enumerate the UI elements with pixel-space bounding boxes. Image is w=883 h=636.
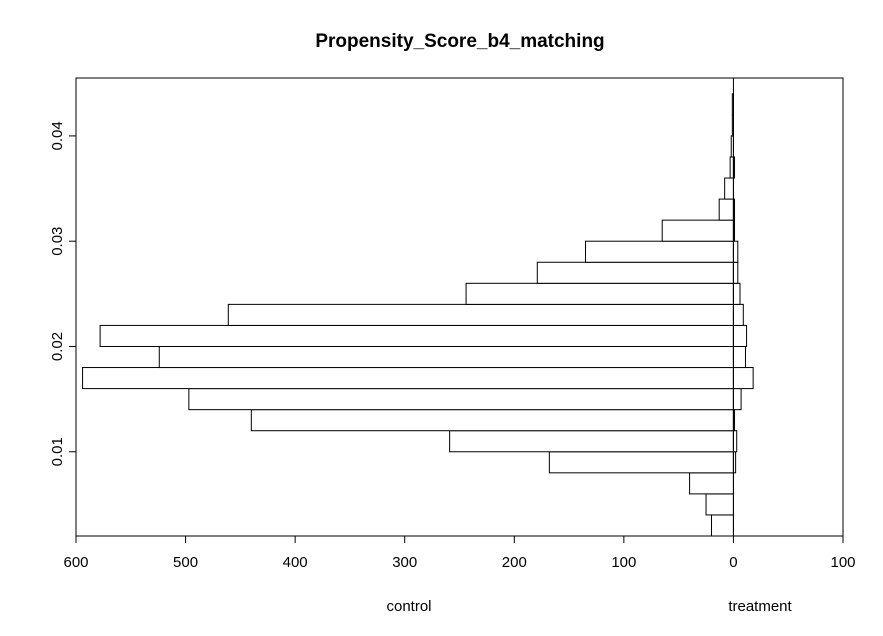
control-bar-2 — [689, 472, 734, 495]
y-axis: 0.01 0.02 0.03 0.04 — [49, 121, 76, 466]
control-bar-10 — [227, 303, 734, 326]
x-tick-label-6: 0 — [729, 554, 737, 571]
treatment-group-label: treatment — [728, 598, 792, 615]
control-bar-8 — [158, 345, 734, 369]
control-bar-13 — [585, 240, 734, 263]
treatment-bar-10 — [732, 303, 744, 326]
x-tick-label-0: 600 — [63, 554, 88, 571]
control-bar-1 — [705, 493, 734, 516]
treatment-bar-7 — [732, 367, 754, 390]
treatment-bar-12 — [732, 261, 739, 284]
control-bar-5 — [250, 409, 734, 432]
control-bar-11 — [465, 282, 734, 305]
control-bar-6 — [188, 388, 734, 411]
control-bar-0 — [711, 514, 734, 537]
x-tick-label-4: 200 — [502, 554, 527, 571]
control-bar-9 — [99, 324, 734, 347]
x-tick-label-5: 100 — [611, 554, 636, 571]
treatment-bar-8 — [732, 345, 746, 369]
treatment-bar-9 — [732, 324, 748, 347]
control-bar-15 — [718, 198, 734, 221]
control-group-label: control — [386, 598, 431, 615]
y-tick-label-2: 0.03 — [49, 227, 66, 256]
plot-frame — [75, 77, 844, 537]
treatment-bar-11 — [732, 282, 741, 305]
control-bar-7 — [82, 367, 734, 390]
x-axis: 600 500 400 300 200 100 0 100 — [63, 536, 856, 571]
x-tick-label-3: 300 — [392, 554, 417, 571]
y-tick-label-3: 0.04 — [49, 121, 66, 150]
y-tick-label-1: 0.02 — [49, 332, 66, 361]
control-bar-12 — [536, 261, 734, 284]
x-tick-label-2: 400 — [283, 554, 308, 571]
control-bar-3 — [548, 451, 734, 474]
chart-title: Propensity_Score_b4_matching — [315, 31, 604, 52]
x-tick-label-7: 100 — [830, 554, 855, 571]
x-tick-label-1: 500 — [173, 554, 198, 571]
y-tick-label-0: 0.01 — [49, 437, 66, 466]
control-bar-14 — [661, 219, 734, 242]
control-bar-16 — [724, 177, 734, 200]
treatment-bar-13 — [732, 240, 739, 263]
treatment-bar-6 — [732, 388, 742, 411]
control-bar-4 — [449, 430, 734, 453]
